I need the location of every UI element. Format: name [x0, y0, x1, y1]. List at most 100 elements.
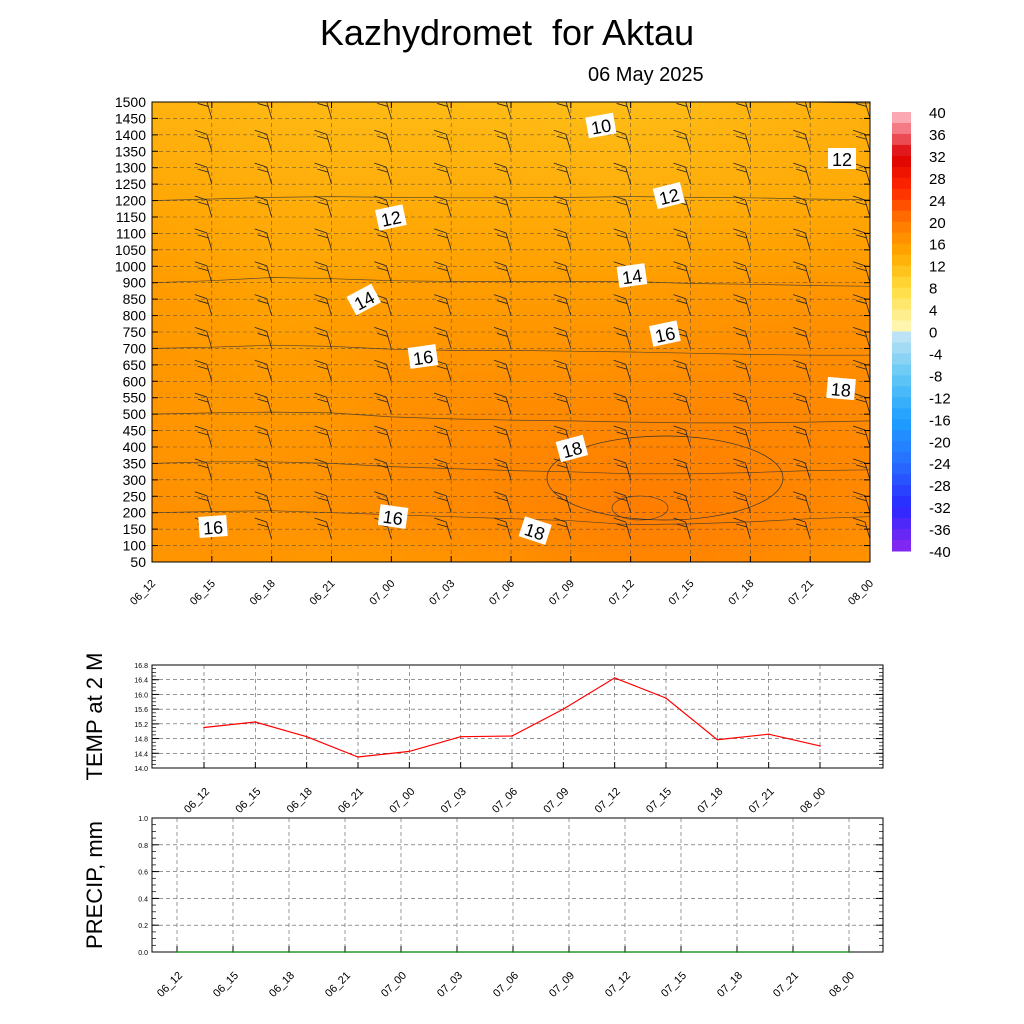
field-cell [284, 144, 291, 151]
field-cell [458, 108, 465, 115]
field-cell [458, 114, 465, 121]
field-cell [344, 360, 351, 367]
field-cell [230, 558, 237, 562]
field-cell [350, 432, 357, 439]
field-cell [290, 264, 297, 271]
field-cell [188, 132, 195, 139]
field-cell [308, 252, 315, 259]
field-cell [308, 300, 315, 307]
field-cell [176, 372, 183, 379]
field-cell [200, 450, 207, 457]
field-cell [482, 354, 489, 361]
field-cell [266, 114, 273, 121]
field-cell [308, 336, 315, 343]
field-cell [452, 306, 459, 313]
field-cell [488, 228, 495, 235]
field-cell [374, 450, 381, 457]
field-cell [374, 264, 381, 271]
field-cell [272, 534, 279, 541]
field-cell [524, 132, 531, 139]
field-cell [326, 390, 333, 397]
field-cell [446, 426, 453, 433]
field-cell [344, 552, 351, 559]
field-cell [452, 456, 459, 463]
field-cell [212, 558, 219, 562]
field-cell [182, 408, 189, 415]
field-cell [386, 552, 393, 559]
field-cell [470, 180, 477, 187]
field-cell [284, 528, 291, 535]
field-cell [236, 324, 243, 331]
field-cell [266, 354, 273, 361]
field-cell [374, 318, 381, 325]
field-cell [206, 144, 213, 151]
field-cell [242, 492, 249, 499]
field-cell [470, 462, 477, 469]
field-cell [446, 258, 453, 265]
field-cell [494, 120, 501, 127]
field-cell [350, 354, 357, 361]
field-cell [446, 390, 453, 397]
field-cell [440, 510, 447, 517]
field-cell [500, 186, 507, 193]
field-cell [398, 486, 405, 493]
field-cell [236, 462, 243, 469]
field-cell [386, 534, 393, 541]
field-cell [512, 396, 519, 403]
field-cell [350, 168, 357, 175]
field-cell [398, 192, 405, 199]
field-cell [440, 354, 447, 361]
field-cell [278, 270, 285, 277]
field-cell [368, 210, 375, 217]
field-cell [308, 270, 315, 277]
field-cell [224, 492, 231, 499]
field-cell [380, 156, 387, 163]
field-cell [380, 552, 387, 559]
field-cell [398, 480, 405, 487]
field-cell [482, 216, 489, 223]
field-cell [380, 282, 387, 289]
field-cell [386, 282, 393, 289]
field-cell [284, 108, 291, 115]
field-cell [440, 516, 447, 523]
field-cell [242, 318, 249, 325]
field-cell [344, 396, 351, 403]
field-cell [524, 198, 531, 205]
field-cell [416, 174, 423, 181]
field-cell [278, 126, 285, 133]
field-cell [380, 198, 387, 205]
field-cell [470, 276, 477, 283]
field-cell [242, 354, 249, 361]
field-cell [470, 360, 477, 367]
field-cell [416, 402, 423, 409]
field-cell [188, 108, 195, 115]
field-cell [410, 258, 417, 265]
field-cell [356, 150, 363, 157]
field-cell [356, 378, 363, 385]
field-cell [440, 444, 447, 451]
field-cell [218, 132, 225, 139]
field-cell [314, 144, 321, 151]
field-cell [194, 558, 201, 562]
field-cell [236, 144, 243, 151]
field-cell [434, 282, 441, 289]
field-cell [470, 336, 477, 343]
field-cell [194, 330, 201, 337]
field-cell [344, 198, 351, 205]
field-cell [506, 300, 513, 307]
field-cell [230, 210, 237, 217]
field-cell [374, 150, 381, 157]
field-cell [440, 288, 447, 295]
field-cell [320, 210, 327, 217]
field-cell [488, 192, 495, 199]
field-cell [176, 414, 183, 421]
field-cell [266, 546, 273, 553]
field-cell [494, 294, 501, 301]
field-cell [248, 414, 255, 421]
field-cell [356, 222, 363, 229]
field-cell [194, 408, 201, 415]
field-cell [464, 138, 471, 145]
field-cell [434, 288, 441, 295]
field-cell [176, 366, 183, 373]
field-cell [182, 210, 189, 217]
